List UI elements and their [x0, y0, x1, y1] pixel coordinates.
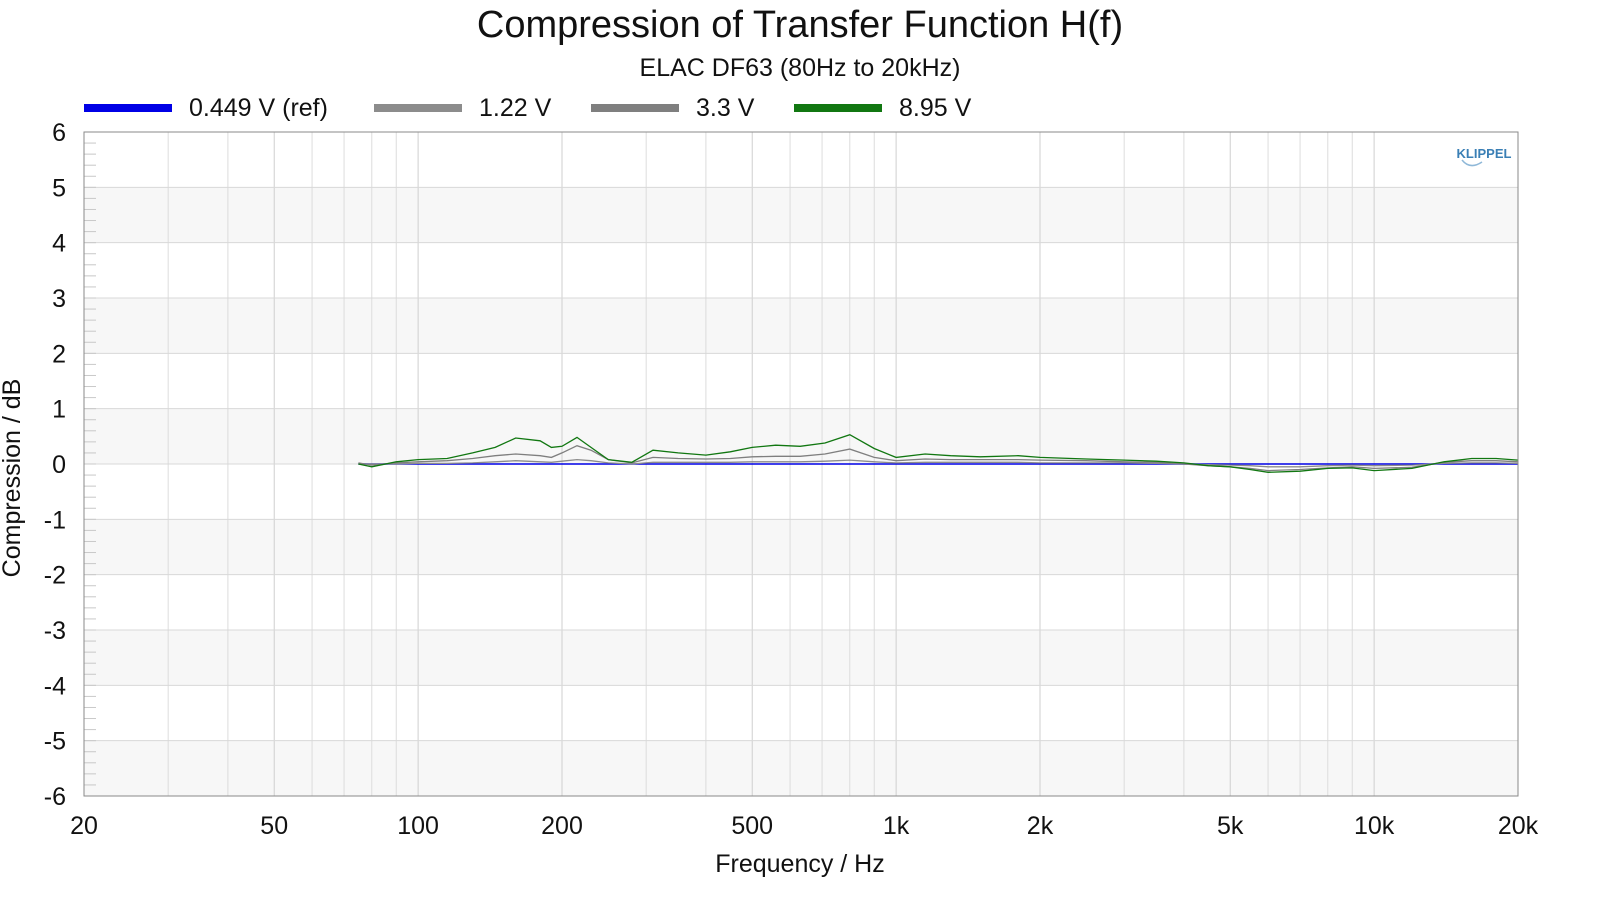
klippel-logo: KLIPPEL [1457, 146, 1512, 167]
y-minor-tick-marks [84, 131, 96, 797]
y-tick-label: -1 [44, 506, 66, 534]
legend: 0.449 V (ref) 1.22 V 3.3 V 8.95 V [84, 94, 972, 122]
x-tick-label: 5k [1217, 812, 1244, 840]
y-tick-label: 0 [52, 451, 66, 479]
y-tick-label: 1 [52, 396, 66, 424]
y-tick-labels: 6 5 4 3 2 1 0 -1 -2 -3 -4 -5 -6 [44, 119, 66, 811]
background-band [84, 242, 1518, 298]
klippel-logo-swoosh [1461, 159, 1483, 167]
series-line [358, 458, 1519, 468]
x-tick-label: 20 [70, 812, 98, 840]
chart-title: Compression of Transfer Function H(f) [476, 4, 1124, 46]
plot-frame [83, 131, 1519, 797]
background-band [84, 298, 1518, 354]
background-band [84, 464, 1518, 520]
background-band [84, 630, 1518, 686]
series-lines [358, 433, 1519, 473]
background-band [84, 187, 1518, 243]
background-band [84, 740, 1518, 796]
klippel-logo-text: KLIPPEL [1457, 146, 1512, 161]
legend-label: 1.22 V [479, 94, 552, 122]
background-band [84, 353, 1518, 409]
x-tick-label: 500 [731, 812, 773, 840]
chart-subtitle: ELAC DF63 (80Hz to 20kHz) [639, 54, 961, 82]
plot-background-bands [84, 132, 1518, 796]
y-tick-label: 5 [52, 174, 66, 202]
y-tick-label: 4 [52, 230, 66, 258]
background-band [84, 685, 1518, 741]
background-band [84, 519, 1518, 575]
x-tick-label: 50 [260, 812, 288, 840]
series-line [358, 445, 1519, 472]
background-band [84, 408, 1518, 464]
x-tick-label: 200 [541, 812, 583, 840]
x-tick-label: 10k [1354, 812, 1395, 840]
y-tick-label: 2 [52, 340, 66, 368]
y-tick-label: 3 [52, 285, 66, 313]
legend-label: 8.95 V [899, 94, 972, 122]
background-band [84, 574, 1518, 630]
y-tick-label: -3 [44, 617, 66, 645]
y-tick-label: -2 [44, 562, 66, 590]
legend-label: 3.3 V [696, 94, 755, 122]
background-band [84, 132, 1518, 188]
x-tick-labels: 20 50 100 200 500 1k 2k 5k 10k 20k [70, 812, 1539, 840]
y-tick-label: 6 [52, 119, 66, 147]
x-tick-label: 2k [1027, 812, 1054, 840]
series-line [358, 433, 1519, 473]
x-tick-label: 20k [1498, 812, 1539, 840]
legend-label: 0.449 V (ref) [189, 94, 328, 122]
y-axis-label: Compression / dB [0, 379, 26, 578]
y-tick-label: -5 [44, 728, 66, 756]
y-tick-label: -6 [44, 783, 66, 811]
y-tick-label: -4 [44, 672, 66, 700]
x-axis-label: Frequency / Hz [715, 850, 885, 878]
x-tick-label: 100 [397, 812, 439, 840]
x-tick-label: 1k [883, 812, 910, 840]
